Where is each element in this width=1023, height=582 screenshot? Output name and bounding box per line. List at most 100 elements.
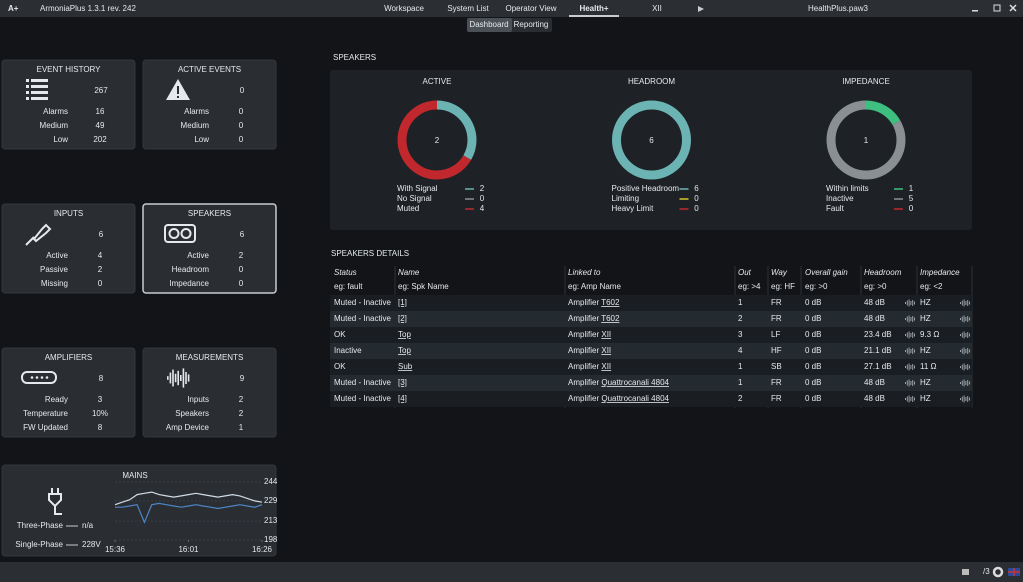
meter-icon bbox=[961, 364, 963, 370]
restore[interactable] bbox=[993, 4, 1001, 12]
filter-input[interactable]: eg: Amp Name bbox=[568, 282, 621, 291]
amp-label: Amplifier bbox=[568, 346, 599, 355]
minimize[interactable] bbox=[972, 10, 978, 12]
amp-link[interactable]: Quattrocanali 4804 bbox=[601, 394, 669, 403]
column-header[interactable]: Out bbox=[738, 268, 752, 277]
table-row[interactable] bbox=[330, 359, 972, 375]
table-row[interactable] bbox=[330, 375, 972, 391]
meter-icon bbox=[967, 300, 969, 306]
meter-icon bbox=[906, 364, 908, 370]
summary-card[interactable]: SPEAKERS 6 Active 2 Headroom 0 Impedance 0 bbox=[142, 203, 277, 294]
menu-item[interactable]: Workspace bbox=[384, 4, 424, 13]
amp-link[interactable]: T602 bbox=[601, 298, 620, 307]
donut-title: HEADROOM bbox=[628, 77, 675, 86]
meter-icon bbox=[908, 363, 910, 371]
summary-card[interactable]: EVENT HISTORY 267 Alarms 16 Medium 49 Low 202 bbox=[1, 59, 136, 150]
amp-link[interactable]: Quattrocanali 4804 bbox=[601, 378, 669, 387]
close[interactable] bbox=[1009, 4, 1017, 12]
icon bbox=[180, 375, 182, 381]
summary-card[interactable]: INPUTS 6 Active 4 Passive 2 Missing 0 bbox=[1, 203, 136, 294]
tab[interactable]: Dashboard bbox=[469, 20, 508, 29]
column-header[interactable]: Impedance bbox=[920, 268, 960, 277]
icon bbox=[21, 371, 57, 384]
column-header[interactable]: Name bbox=[398, 268, 420, 277]
icon bbox=[31, 85, 48, 88]
meter-icon bbox=[914, 301, 915, 305]
meter-icon bbox=[914, 397, 915, 401]
cell-status: Muted - Inactive bbox=[334, 298, 391, 307]
table-row[interactable] bbox=[330, 327, 972, 343]
menu-item[interactable]: XII bbox=[652, 4, 662, 13]
table-row[interactable] bbox=[330, 391, 972, 407]
cell-name[interactable]: [4] bbox=[398, 394, 407, 403]
table-row[interactable] bbox=[330, 311, 972, 327]
icon bbox=[45, 376, 49, 379]
filter-input[interactable]: eg: >0 bbox=[805, 282, 828, 291]
table-row[interactable] bbox=[330, 343, 972, 359]
menu-item[interactable]: System List bbox=[447, 4, 489, 13]
cell-name[interactable]: [2] bbox=[398, 314, 407, 323]
cell-name[interactable]: [1] bbox=[398, 298, 407, 307]
filter-input[interactable]: eg: Spk Name bbox=[398, 282, 449, 291]
amp-link[interactable]: XII bbox=[601, 346, 611, 355]
card-row-value: 2 bbox=[239, 251, 244, 260]
amp-link[interactable]: XII bbox=[601, 362, 611, 371]
meter-icon bbox=[963, 347, 965, 355]
card-row-label: Headroom bbox=[172, 265, 210, 274]
plug-icon bbox=[48, 488, 62, 515]
legend-value: 0 bbox=[694, 194, 699, 203]
filter-input[interactable]: eg: >4 bbox=[738, 282, 761, 291]
settings-icon[interactable] bbox=[992, 566, 1004, 578]
cell-name[interactable]: [3] bbox=[398, 378, 407, 387]
cell-name[interactable]: Top bbox=[398, 330, 411, 339]
icon bbox=[25, 223, 52, 246]
flag-cross bbox=[1008, 568, 1020, 576]
icon bbox=[174, 373, 177, 383]
card-row-label: Amp Device bbox=[166, 423, 210, 432]
top-bar bbox=[0, 0, 1023, 17]
filter-input[interactable]: eg: fault bbox=[334, 282, 363, 291]
play-icon[interactable] bbox=[698, 6, 704, 12]
meter-icon bbox=[905, 366, 906, 368]
legend-label: Muted bbox=[397, 204, 419, 213]
filter-input[interactable]: eg: >0 bbox=[864, 282, 887, 291]
menu-item[interactable]: Health+ bbox=[579, 4, 608, 13]
legend-label: Inactive bbox=[826, 194, 854, 203]
icon bbox=[169, 372, 172, 384]
legend-label: Heavy Limit bbox=[612, 204, 655, 213]
filter-input[interactable]: eg: <2 bbox=[920, 282, 943, 291]
cell-value: FR bbox=[771, 394, 782, 403]
card-row-label: Low bbox=[53, 135, 68, 144]
cell-name[interactable]: Top bbox=[398, 346, 411, 355]
cell-name[interactable]: Sub bbox=[398, 362, 413, 371]
card-row-value: 2 bbox=[239, 409, 244, 418]
column-header[interactable]: Overall gain bbox=[805, 268, 848, 277]
cell-impedance: HZ bbox=[920, 314, 931, 323]
column-header[interactable]: Headroom bbox=[864, 268, 902, 277]
card-title: EVENT HISTORY bbox=[36, 65, 101, 74]
meter-icon bbox=[906, 380, 908, 386]
lock-icon[interactable] bbox=[962, 569, 969, 575]
summary-card[interactable]: ACTIVE EVENTS 0 Alarms 0 Medium 0 Low 0 bbox=[142, 59, 277, 150]
column-header[interactable]: Way bbox=[771, 268, 788, 277]
column-header[interactable]: Status bbox=[334, 268, 357, 277]
table-row[interactable] bbox=[330, 295, 972, 311]
summary-card[interactable]: AMPLIFIERS 8 Ready 3 Temperature 10% FW Update… bbox=[1, 347, 136, 438]
card-row-label: Low bbox=[194, 135, 209, 144]
icon bbox=[187, 374, 190, 382]
amp-link[interactable]: T602 bbox=[601, 314, 620, 323]
cell-value: 1 bbox=[738, 298, 743, 307]
column-header[interactable]: Linked to bbox=[568, 268, 601, 277]
tab[interactable]: Reporting bbox=[514, 20, 549, 29]
meter-icon bbox=[961, 348, 963, 354]
card-row-label: Ready bbox=[45, 395, 68, 404]
amp-link[interactable]: XII bbox=[601, 330, 611, 339]
amp-label: Amplifier bbox=[568, 298, 599, 307]
menu-item[interactable]: Operator View bbox=[506, 4, 557, 13]
logo: A+ bbox=[8, 4, 19, 13]
card-total: 0 bbox=[240, 86, 245, 95]
summary-card[interactable]: MEASUREMENTS 9 Inputs 2 Speakers 2 Amp Device 1 bbox=[142, 347, 277, 438]
card-bg bbox=[1, 347, 136, 438]
meter-icon bbox=[963, 331, 965, 339]
filter-input[interactable]: eg: HF bbox=[771, 282, 795, 291]
